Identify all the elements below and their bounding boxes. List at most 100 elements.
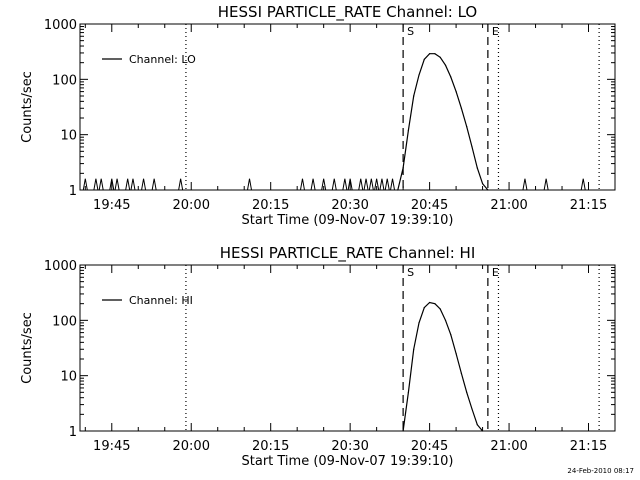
x-tick-label: 19:45 xyxy=(93,439,130,454)
data-spike xyxy=(580,178,586,191)
data-point xyxy=(450,76,452,78)
marker-label: E xyxy=(492,266,499,279)
data-point xyxy=(423,58,425,60)
data-point xyxy=(439,308,441,310)
data-point xyxy=(439,56,441,58)
y-tick-label: 1000 xyxy=(44,259,77,274)
data-spike xyxy=(141,178,147,191)
series-line xyxy=(402,301,484,432)
footer-timestamp: 24-Feb-2010 08:17 xyxy=(567,467,634,475)
data-spike xyxy=(347,178,353,191)
x-tick-label: 21:15 xyxy=(570,439,607,454)
data-spike xyxy=(379,178,385,191)
data-point xyxy=(471,408,473,410)
y-tick-label: 100 xyxy=(52,73,77,88)
data-point xyxy=(429,53,431,55)
data-point xyxy=(487,189,489,191)
data-spike xyxy=(109,178,115,191)
chart-title: HESSI PARTICLE_RATE Channel: HI xyxy=(220,244,476,263)
data-spike xyxy=(390,178,396,191)
data-point xyxy=(413,348,415,350)
data-point xyxy=(460,107,462,109)
data-point xyxy=(482,430,484,432)
x-tick-label: 19:45 xyxy=(93,198,130,213)
data-point xyxy=(402,430,404,432)
data-spike xyxy=(151,178,157,191)
x-tick-label: 20:00 xyxy=(173,439,210,454)
data-point xyxy=(476,167,478,169)
x-tick-label: 20:15 xyxy=(252,198,289,213)
data-point xyxy=(460,372,462,374)
chart-title: HESSI PARTICLE_RATE Channel: LO xyxy=(218,3,477,22)
data-point xyxy=(429,301,431,304)
legend-entry: Channel: LO xyxy=(129,53,196,66)
data-point xyxy=(434,303,436,305)
data-point xyxy=(407,391,409,393)
x-tick-label: 21:00 xyxy=(490,198,527,213)
x-tick-label: 20:00 xyxy=(173,198,210,213)
data-point xyxy=(455,353,457,355)
data-spike xyxy=(82,178,88,191)
data-point xyxy=(466,126,468,128)
chart-panel-2: HESSI PARTICLE_RATE Channel: HI 1 10 100 100… xyxy=(20,244,616,469)
data-spike xyxy=(358,178,364,191)
data-point xyxy=(418,74,420,76)
data-spike xyxy=(93,178,99,191)
data-point xyxy=(423,307,425,309)
data-point xyxy=(418,322,420,324)
x-axis-label: Start Time (09-Nov-07 19:39:10) xyxy=(242,454,454,469)
marker-label: S xyxy=(407,25,414,38)
data-spike xyxy=(299,178,305,191)
data-spike xyxy=(331,178,337,191)
data-spike xyxy=(247,178,252,191)
data-spike xyxy=(321,178,327,191)
data-spike xyxy=(98,178,104,191)
x-tick-label: 20:30 xyxy=(331,439,368,454)
data-point xyxy=(450,334,452,336)
data-point xyxy=(455,91,457,93)
marker-label: E xyxy=(492,25,499,38)
y-tick-label: 1 xyxy=(69,425,77,440)
plot-frame xyxy=(79,264,616,432)
data-point xyxy=(444,319,447,321)
data-point xyxy=(397,189,399,191)
data-spike xyxy=(374,178,380,191)
chart-panel-1: HESSI PARTICLE_RATE Channel: LO 1 10 100 100… xyxy=(20,3,616,228)
data-point xyxy=(466,391,468,393)
data-point xyxy=(413,95,415,97)
data-spike xyxy=(178,178,184,191)
data-point xyxy=(476,424,478,426)
data-spike xyxy=(363,178,369,191)
data-point xyxy=(434,53,436,55)
x-tick-label: 20:45 xyxy=(411,198,448,213)
y-tick-label: 10 xyxy=(60,129,77,144)
y-tick-label: 1 xyxy=(69,184,77,199)
x-tick-label: 20:15 xyxy=(252,439,289,454)
data-spike xyxy=(342,178,348,191)
data-spike xyxy=(114,178,120,191)
data-point xyxy=(407,129,409,131)
data-spike xyxy=(310,178,316,191)
data-spike xyxy=(125,178,131,191)
x-tick-label: 20:45 xyxy=(411,439,448,454)
x-tick-label: 20:30 xyxy=(331,198,368,213)
marker-label: S xyxy=(407,266,414,279)
x-tick-label: 21:00 xyxy=(490,439,527,454)
data-point xyxy=(482,183,484,185)
data-spike xyxy=(368,178,374,191)
legend-entry: Channel: HI xyxy=(129,294,193,307)
data-spike xyxy=(384,178,390,191)
data-spike xyxy=(543,178,549,191)
y-tick-label: 1000 xyxy=(44,18,77,33)
data-point xyxy=(402,167,404,169)
x-axis-label: Start Time (09-Nov-07 19:39:10) xyxy=(242,213,454,228)
data-spike xyxy=(130,178,136,191)
y-tick-label: 100 xyxy=(52,314,77,329)
data-spike xyxy=(522,178,528,191)
data-point xyxy=(444,64,447,66)
plot-frame xyxy=(79,23,616,191)
series-line xyxy=(397,53,489,191)
data-point xyxy=(471,146,473,148)
y-tick-label: 10 xyxy=(60,370,77,385)
